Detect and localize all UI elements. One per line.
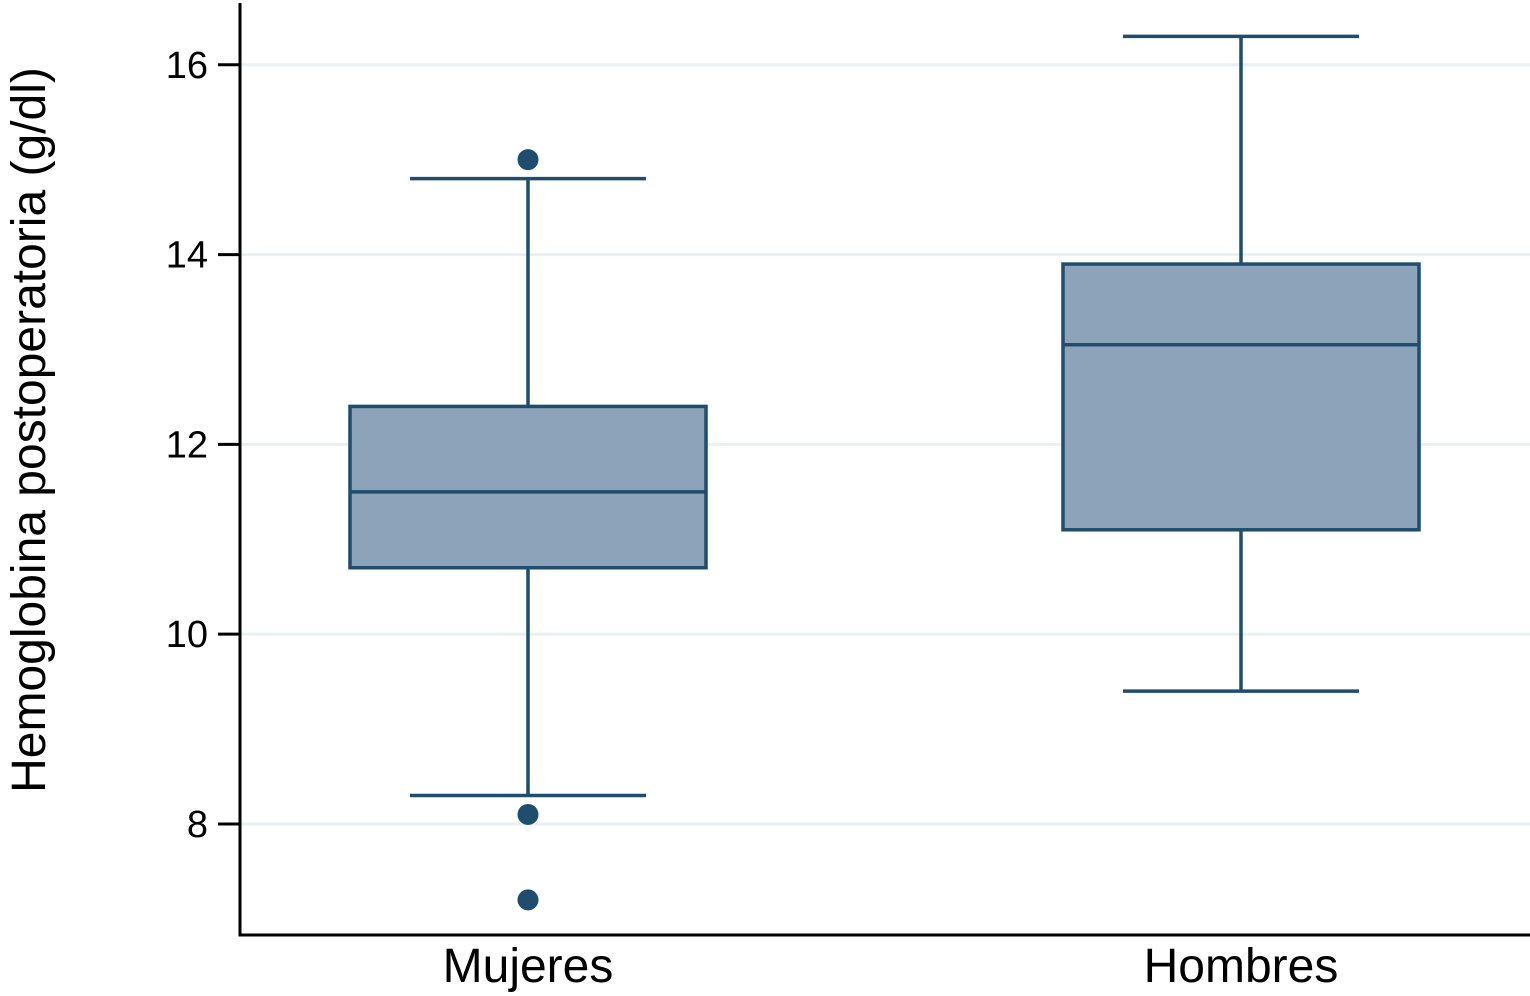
x-category-label-hombres: Hombres [1144, 940, 1339, 993]
x-category-label-mujeres: Mujeres [443, 940, 614, 993]
outlier-point-mujeres-0 [517, 149, 539, 171]
y-tick-label-8: 8 [187, 804, 208, 846]
box-hombres [1061, 262, 1421, 532]
y-tick-label-10: 10 [166, 614, 208, 656]
y-tick-label-16: 16 [166, 45, 208, 87]
y-axis-title: Hemoglobina postoperatoria (g/dl) [3, 67, 56, 793]
y-tick-label-12: 12 [166, 424, 208, 466]
outlier-point-mujeres-2 [517, 889, 539, 911]
outlier-point-mujeres-1 [517, 803, 539, 825]
y-tick-label-14: 14 [166, 235, 208, 277]
box-mujeres [348, 404, 708, 570]
